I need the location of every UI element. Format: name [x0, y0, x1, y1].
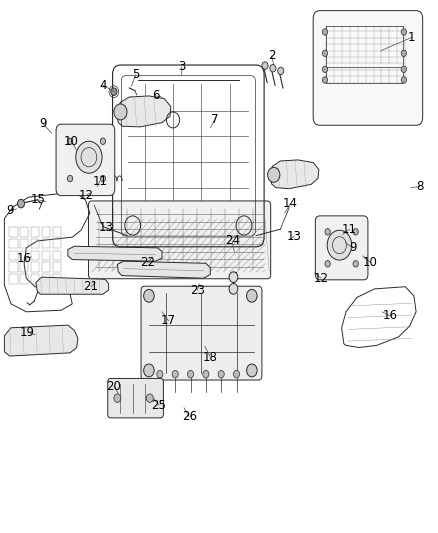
Text: 22: 22: [140, 256, 155, 269]
Text: 10: 10: [363, 256, 378, 269]
Polygon shape: [36, 277, 109, 294]
Polygon shape: [117, 261, 210, 278]
Text: 16: 16: [382, 309, 397, 322]
FancyBboxPatch shape: [108, 378, 163, 418]
Circle shape: [268, 167, 280, 182]
Circle shape: [401, 29, 406, 35]
Circle shape: [247, 289, 257, 302]
Text: 1: 1: [408, 31, 416, 44]
Text: 21: 21: [84, 280, 99, 293]
Circle shape: [322, 50, 328, 56]
Circle shape: [114, 104, 127, 120]
Text: 18: 18: [203, 351, 218, 364]
Text: 25: 25: [151, 399, 166, 411]
Circle shape: [172, 370, 178, 378]
Text: 26: 26: [182, 410, 197, 423]
Text: 5: 5: [132, 68, 139, 81]
Text: 6: 6: [152, 90, 159, 102]
Circle shape: [322, 66, 328, 72]
Circle shape: [146, 394, 153, 402]
Text: 16: 16: [17, 252, 32, 265]
Circle shape: [114, 394, 121, 402]
Circle shape: [270, 64, 276, 72]
Polygon shape: [68, 246, 162, 261]
Text: 24: 24: [225, 235, 240, 247]
Polygon shape: [4, 325, 78, 356]
Circle shape: [229, 272, 238, 282]
Circle shape: [322, 77, 328, 83]
Text: 13: 13: [287, 230, 302, 243]
Circle shape: [100, 175, 106, 182]
Text: 2: 2: [268, 50, 276, 62]
Text: 19: 19: [20, 326, 35, 338]
FancyBboxPatch shape: [88, 201, 271, 279]
Text: 11: 11: [92, 175, 107, 188]
Text: 9: 9: [6, 204, 14, 217]
Text: 9: 9: [349, 241, 357, 254]
Circle shape: [76, 141, 102, 173]
Text: 13: 13: [99, 221, 114, 234]
Circle shape: [18, 199, 25, 208]
Circle shape: [322, 29, 328, 35]
Circle shape: [187, 370, 194, 378]
FancyBboxPatch shape: [313, 11, 423, 125]
Text: 9: 9: [39, 117, 47, 130]
Circle shape: [401, 50, 406, 56]
Circle shape: [325, 261, 330, 267]
Text: 7: 7: [211, 114, 219, 126]
Circle shape: [353, 229, 358, 235]
Circle shape: [262, 62, 268, 69]
Text: 15: 15: [31, 193, 46, 206]
Text: 12: 12: [79, 189, 94, 202]
Circle shape: [144, 364, 154, 377]
Circle shape: [67, 138, 73, 144]
Circle shape: [401, 77, 406, 83]
Text: 12: 12: [314, 272, 328, 285]
Text: 14: 14: [283, 197, 298, 210]
Circle shape: [353, 261, 358, 267]
Circle shape: [247, 364, 257, 377]
Circle shape: [401, 66, 406, 72]
Circle shape: [203, 370, 209, 378]
Circle shape: [327, 230, 352, 260]
Text: 17: 17: [161, 314, 176, 327]
Text: 8: 8: [416, 180, 423, 193]
Circle shape: [218, 370, 224, 378]
Polygon shape: [269, 160, 319, 189]
Circle shape: [325, 229, 330, 235]
Circle shape: [67, 175, 73, 182]
Circle shape: [233, 370, 240, 378]
Circle shape: [144, 289, 154, 302]
Polygon shape: [116, 96, 171, 127]
Circle shape: [111, 88, 117, 95]
Circle shape: [100, 138, 106, 144]
FancyBboxPatch shape: [315, 216, 368, 280]
Circle shape: [157, 370, 163, 378]
Text: 11: 11: [342, 223, 357, 236]
FancyBboxPatch shape: [56, 124, 115, 196]
FancyBboxPatch shape: [141, 286, 262, 380]
Text: 4: 4: [99, 79, 107, 92]
Text: 10: 10: [64, 135, 79, 148]
Text: 3: 3: [178, 60, 185, 73]
Circle shape: [229, 284, 238, 294]
Circle shape: [278, 67, 284, 75]
Text: 20: 20: [106, 380, 121, 393]
Text: 23: 23: [190, 284, 205, 297]
